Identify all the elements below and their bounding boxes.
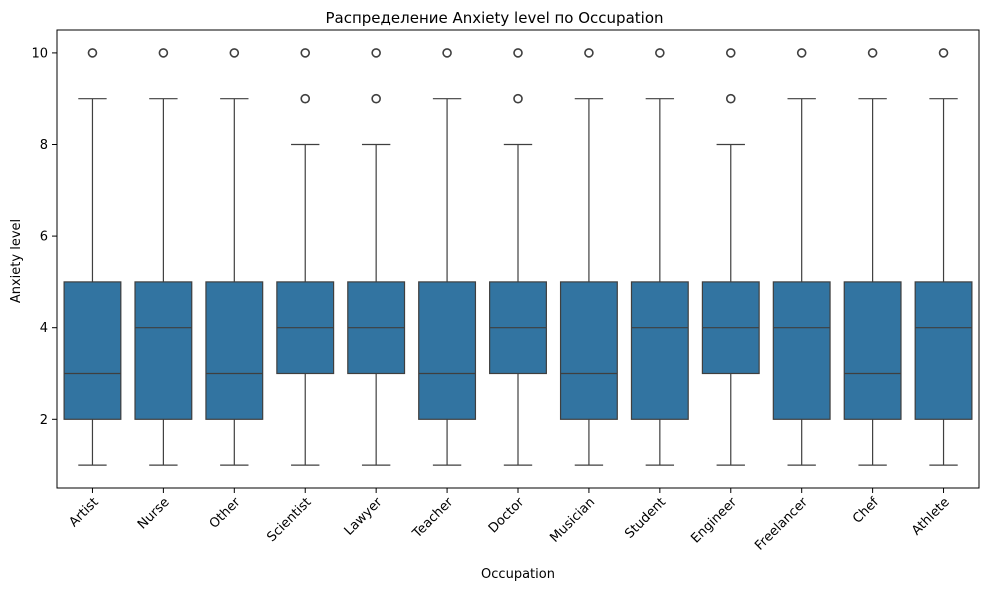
- y-tick-label: 2: [40, 413, 48, 428]
- outlier-point: [300, 48, 311, 58]
- iqr-box: [63, 281, 122, 420]
- x-axis: Artist Nurse Other Scientist Lawyer Teacher Do…: [66, 488, 953, 554]
- chart-title: Распределение Anxiety level по Occupatio…: [325, 9, 663, 27]
- x-tick-label: Chef: [850, 495, 882, 527]
- y-axis: 2 4 6 8 10: [31, 46, 57, 428]
- x-tick-label: Scientist: [264, 495, 314, 545]
- x-tick-label: Freelancer: [752, 494, 811, 553]
- y-tick-label: 8: [40, 138, 48, 153]
- box-freelancer: [772, 48, 831, 466]
- outlier-point: [87, 48, 98, 58]
- y-axis-label: Anxiety level: [9, 219, 24, 303]
- y-tick-label: 6: [40, 230, 48, 245]
- x-tick-label: Lawyer: [342, 494, 386, 538]
- y-tick-label: 4: [40, 321, 48, 336]
- outlier-point: [867, 48, 878, 58]
- iqr-box: [630, 281, 689, 420]
- box-chef: [843, 48, 902, 466]
- box-lawyer: [347, 48, 406, 466]
- iqr-box: [843, 281, 902, 420]
- iqr-box: [914, 281, 973, 420]
- box-nurse: [134, 48, 193, 466]
- box-engineer: [701, 48, 760, 466]
- outlier-point: [300, 93, 311, 104]
- box-doctor: [489, 48, 547, 466]
- y-tick-label: 10: [31, 46, 48, 61]
- iqr-box: [418, 281, 477, 420]
- x-tick-label: Artist: [66, 495, 101, 530]
- x-tick-label: Engineer: [688, 494, 740, 546]
- plot-area: [63, 48, 973, 466]
- x-tick-label: Student: [622, 495, 669, 542]
- outlier-point: [725, 48, 736, 58]
- outlier-point: [938, 48, 949, 58]
- outlier-point: [371, 93, 381, 104]
- x-tick-label: Musician: [547, 495, 598, 546]
- iqr-box: [772, 281, 831, 420]
- box-teacher: [418, 48, 477, 466]
- plot-frame: [56, 29, 980, 489]
- outlier-point: [796, 48, 807, 58]
- x-tick-label: Athlete: [909, 495, 953, 539]
- x-axis-label: Occupation: [481, 567, 555, 582]
- box-musician: [559, 48, 618, 466]
- outlier-point: [158, 48, 169, 58]
- outlier-point: [371, 48, 381, 58]
- iqr-box: [559, 281, 618, 420]
- outlier-point: [442, 48, 452, 58]
- box-other: [205, 48, 264, 466]
- outlier-point: [725, 93, 736, 104]
- outlier-point: [513, 48, 523, 58]
- outlier-point: [513, 93, 523, 104]
- box-artist: [63, 48, 122, 466]
- iqr-box: [205, 281, 264, 420]
- x-tick-label: Other: [207, 494, 244, 531]
- outlier-point: [584, 48, 594, 58]
- x-tick-label: Teacher: [409, 494, 456, 541]
- iqr-box: [134, 281, 193, 420]
- box-scientist: [276, 48, 335, 466]
- x-tick-label: Nurse: [135, 495, 173, 533]
- box-athlete: [914, 48, 973, 466]
- box-student: [630, 48, 689, 466]
- outlier-point: [655, 48, 665, 58]
- x-tick-label: Doctor: [486, 494, 528, 536]
- outlier-point: [229, 48, 240, 58]
